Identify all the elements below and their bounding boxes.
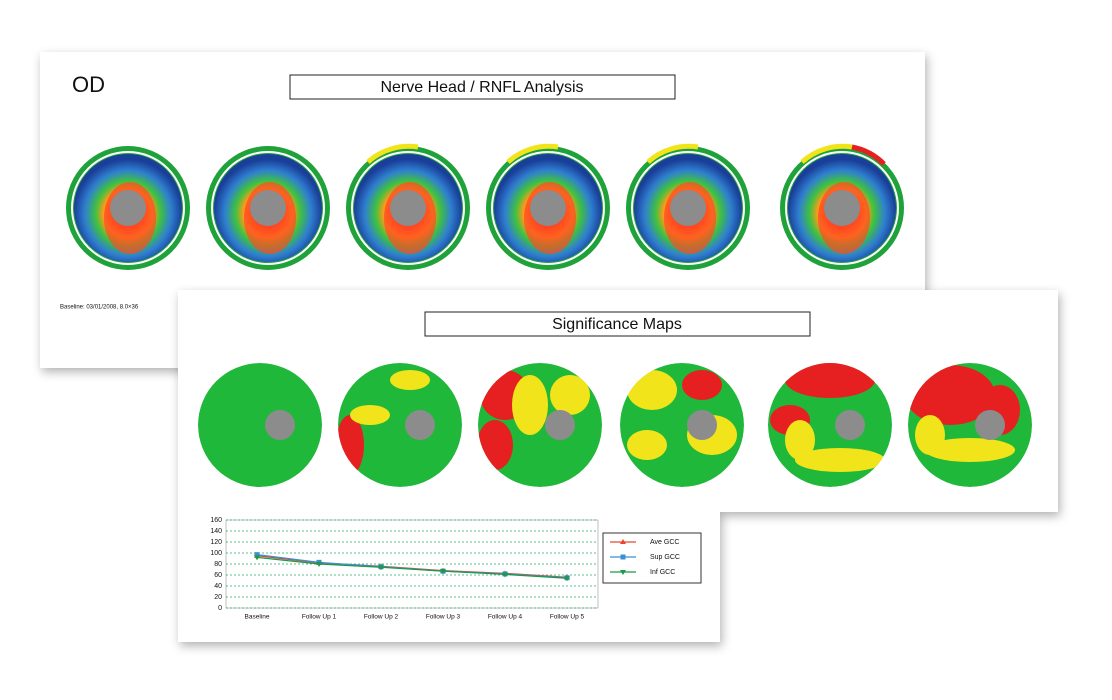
sig-map [478, 363, 602, 487]
legend-label: Inf GCC [650, 569, 675, 576]
y-tick-label: 80 [214, 561, 222, 568]
x-tick-label: Follow Up 5 [550, 614, 585, 621]
legend-label: Ave GCC [650, 539, 679, 546]
report-title: Nerve Head / RNFL Analysis [380, 79, 583, 96]
y-tick-label: 40 [214, 583, 222, 590]
y-tick-label: 140 [210, 528, 222, 535]
point [564, 576, 570, 582]
legend-marker [620, 554, 626, 560]
point [316, 562, 322, 567]
sig-region [512, 375, 548, 435]
y-tick-label: 100 [210, 550, 222, 557]
optic-disc [390, 190, 426, 226]
sig-map [620, 363, 744, 487]
x-tick-label: Baseline [245, 614, 270, 621]
sig-region [785, 420, 815, 460]
legend-marker [620, 539, 626, 544]
y-tick-label: 160 [210, 517, 222, 524]
sig-map [198, 363, 322, 487]
optic-disc [545, 410, 575, 440]
y-tick-label: 20 [214, 594, 222, 601]
legend [602, 532, 702, 584]
title-box [424, 311, 811, 337]
sig-region [915, 415, 945, 455]
significance-title: Significance Maps [552, 316, 682, 333]
sig-region [925, 438, 1015, 462]
eye-label: OD [72, 72, 105, 97]
x-tick-label: Follow Up 4 [488, 614, 523, 621]
point [254, 555, 260, 561]
map-ring-edge [211, 151, 325, 265]
optic-disc [530, 190, 566, 226]
y-tick-label: 60 [214, 572, 222, 579]
x-tick-label: Follow Up 3 [426, 614, 461, 621]
sig-field [198, 363, 322, 487]
optic-disc [975, 410, 1005, 440]
optic-disc [824, 190, 860, 226]
sig-field [338, 363, 462, 487]
legend-label: Sup GCC [650, 554, 680, 561]
sig-map [768, 363, 892, 487]
map-ring-edge [491, 151, 605, 265]
y-tick-label: 120 [210, 539, 222, 546]
chart: 0 20 40 60 80 100 120 140 160 Baseline Follow Up 1… [210, 517, 680, 621]
sig-region [682, 370, 722, 400]
map-ring-edge [351, 151, 465, 265]
sig-region [908, 365, 995, 425]
sig-region [785, 363, 875, 398]
optic-disc [265, 410, 295, 440]
ring-flag [800, 143, 853, 164]
optic-disc [110, 190, 146, 226]
optic-disc [405, 410, 435, 440]
sig-region [627, 370, 677, 410]
baseline-note: Baseline: 03/01/2008, 8.0×36 [60, 305, 139, 311]
ring-flag [851, 144, 886, 166]
rnfl-maps [66, 143, 904, 270]
title-box [289, 74, 676, 100]
map-ring-edge [785, 151, 899, 265]
point [502, 572, 508, 578]
point [254, 552, 260, 558]
ring-flag [366, 143, 419, 164]
sig-region [550, 375, 590, 415]
map-ring-edge [71, 151, 185, 265]
legend-marker [620, 570, 626, 575]
series-line [256, 556, 568, 579]
ring-flag [506, 143, 559, 164]
map-ring-edge [631, 151, 745, 265]
ring-flag [646, 143, 699, 164]
x-tick-label: Follow Up 1 [302, 614, 337, 621]
y-tick-label: 0 [218, 605, 222, 612]
point [440, 569, 446, 575]
sig-region [350, 405, 390, 425]
sig-region [390, 370, 430, 390]
significance-maps [198, 363, 1032, 487]
optic-disc [670, 190, 706, 226]
sig-region [627, 430, 667, 460]
x-tick-label: Follow Up 2 [364, 614, 399, 621]
point [378, 565, 384, 571]
optic-disc [250, 190, 286, 226]
optic-disc [687, 410, 717, 440]
sig-region [795, 448, 885, 472]
optic-disc [835, 410, 865, 440]
